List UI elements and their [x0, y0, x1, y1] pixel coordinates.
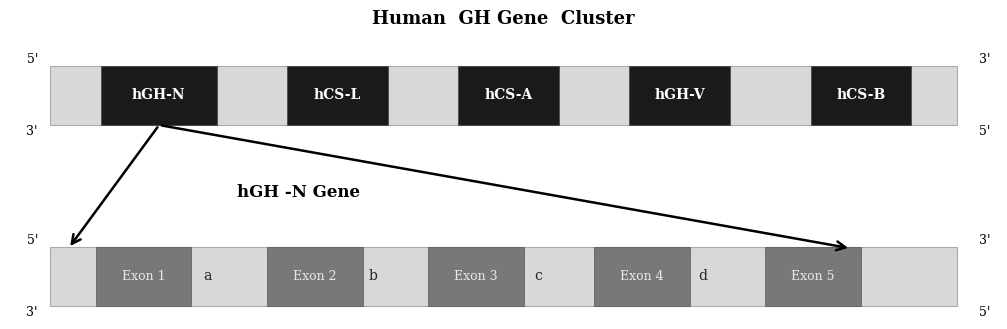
Bar — [428, 247, 524, 306]
Text: 5': 5' — [26, 53, 38, 66]
Text: 3': 3' — [26, 125, 38, 138]
Text: Exon 3: Exon 3 — [454, 270, 497, 283]
Text: 3': 3' — [979, 234, 991, 247]
Bar — [287, 66, 388, 125]
Bar — [50, 66, 957, 125]
Bar — [765, 247, 861, 306]
Text: hCS-L: hCS-L — [314, 89, 361, 102]
Text: 5': 5' — [26, 234, 38, 247]
Text: Exon 4: Exon 4 — [620, 270, 664, 283]
Text: 3': 3' — [26, 306, 38, 319]
Bar — [629, 66, 730, 125]
Text: hGH -N Gene: hGH -N Gene — [237, 184, 359, 201]
Bar — [101, 66, 217, 125]
Bar — [96, 247, 191, 306]
Bar — [50, 247, 957, 306]
Text: 3': 3' — [979, 53, 991, 66]
Text: Exon 2: Exon 2 — [293, 270, 336, 283]
Text: hGH-V: hGH-V — [655, 89, 705, 102]
Text: hCS-B: hCS-B — [837, 89, 885, 102]
Bar — [811, 66, 911, 125]
Text: 5': 5' — [979, 306, 991, 319]
Text: Exon 1: Exon 1 — [122, 270, 165, 283]
Text: d: d — [699, 269, 707, 283]
Text: a: a — [203, 269, 211, 283]
Text: b: b — [369, 269, 377, 283]
Text: Human  GH Gene  Cluster: Human GH Gene Cluster — [373, 10, 634, 28]
Bar — [267, 247, 363, 306]
Text: hCS-A: hCS-A — [484, 89, 533, 102]
Bar — [458, 66, 559, 125]
Text: Exon 5: Exon 5 — [792, 270, 835, 283]
Text: c: c — [534, 269, 542, 283]
Text: hGH-N: hGH-N — [132, 89, 185, 102]
Text: 5': 5' — [979, 125, 991, 138]
Bar — [594, 247, 690, 306]
